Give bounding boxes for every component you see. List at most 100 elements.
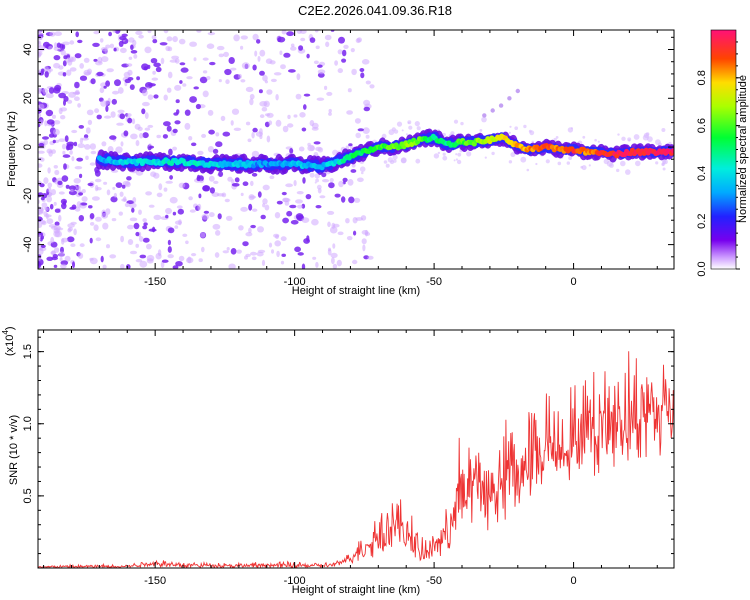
scatter-point bbox=[319, 195, 326, 199]
scatter-point bbox=[249, 93, 255, 100]
scatter-point bbox=[365, 134, 370, 139]
scatter-point bbox=[120, 235, 124, 243]
scatter-point bbox=[336, 259, 342, 267]
scatter-point bbox=[299, 112, 306, 118]
scatter-point bbox=[99, 87, 105, 94]
scatter-point bbox=[581, 165, 587, 171]
scatter-point bbox=[121, 198, 127, 202]
scatter-point bbox=[42, 193, 48, 199]
scatter-point bbox=[156, 134, 161, 139]
scatter-point bbox=[167, 246, 172, 253]
scatter-point bbox=[62, 41, 70, 46]
scatter-point bbox=[535, 162, 538, 166]
scatter-point bbox=[131, 118, 136, 125]
spectrogram-x-ticks: -150 -100 -50 0 bbox=[43, 30, 658, 288]
scatter-point bbox=[46, 218, 54, 225]
scatter-point bbox=[355, 132, 362, 139]
scatter-point bbox=[316, 97, 325, 101]
scatter-point bbox=[197, 150, 204, 156]
scatter-point bbox=[54, 169, 60, 176]
scatter-point bbox=[361, 171, 364, 175]
scatter-point bbox=[215, 230, 221, 236]
snr-panel: -150 -100 -50 0 0.5 1.0 1.5 Height of straigh… bbox=[1, 326, 675, 596]
scatter-point bbox=[285, 183, 293, 188]
scatter-point bbox=[315, 178, 319, 183]
scatter-point bbox=[316, 184, 322, 190]
scatter-point bbox=[309, 37, 316, 43]
scatter-point bbox=[351, 68, 357, 76]
scatter-point bbox=[282, 125, 289, 133]
scatter-point bbox=[212, 148, 219, 154]
scatter-point bbox=[207, 31, 216, 36]
scatter-point bbox=[207, 109, 214, 116]
scatter-point bbox=[293, 114, 298, 118]
scatter-point bbox=[59, 257, 63, 262]
scatter-point bbox=[153, 94, 159, 99]
scatter-point bbox=[363, 106, 370, 112]
scatter-point bbox=[508, 131, 511, 134]
scatter-point bbox=[328, 108, 332, 113]
scatter-point bbox=[201, 213, 210, 220]
scatter-point bbox=[324, 85, 328, 90]
scatter-point bbox=[621, 136, 626, 141]
scatter-point bbox=[152, 70, 156, 75]
scatter-point bbox=[129, 217, 138, 222]
scatter-point bbox=[208, 129, 215, 135]
scatter-point bbox=[289, 148, 294, 154]
scatter-point bbox=[172, 36, 178, 43]
scatter-point bbox=[149, 145, 154, 149]
scatter-point bbox=[362, 127, 370, 134]
scatter-point bbox=[360, 215, 367, 221]
scatter-point bbox=[213, 180, 219, 184]
scatter-point bbox=[38, 222, 43, 228]
scatter-point bbox=[616, 168, 620, 173]
scatter-point bbox=[58, 251, 65, 258]
scatter-point bbox=[64, 255, 71, 262]
scatter-point bbox=[620, 160, 626, 167]
scatter-point bbox=[214, 252, 220, 258]
scatter-point bbox=[189, 209, 196, 213]
scatter-point bbox=[60, 49, 66, 56]
scatter-point bbox=[138, 34, 144, 39]
scatter-point bbox=[405, 133, 408, 136]
scatter-point bbox=[396, 121, 403, 127]
scatter-point bbox=[102, 222, 109, 230]
scatter-point bbox=[520, 156, 527, 163]
scatter-point bbox=[262, 74, 268, 82]
scatter-point bbox=[118, 40, 124, 48]
y-tick-label: 20 bbox=[22, 92, 34, 104]
scatter-point bbox=[256, 39, 261, 44]
scatter-point bbox=[266, 135, 271, 143]
scatter-point bbox=[38, 45, 46, 52]
scatter-point bbox=[257, 226, 264, 233]
scatter-point bbox=[90, 222, 95, 226]
scatter-point bbox=[568, 156, 572, 161]
scatter-point bbox=[252, 208, 258, 212]
scatter-point bbox=[491, 151, 495, 156]
scatter-point bbox=[150, 58, 158, 64]
scatter-point bbox=[54, 84, 62, 92]
scatter-point bbox=[121, 184, 126, 189]
scatter-point bbox=[324, 34, 332, 41]
scatter-point bbox=[294, 246, 301, 253]
scatter-point bbox=[155, 66, 162, 73]
scatter-point bbox=[259, 70, 265, 76]
scatter-point bbox=[45, 109, 54, 117]
scatter-point bbox=[303, 104, 307, 110]
svg-text:(x104): (x104) bbox=[1, 326, 16, 356]
scatter-point bbox=[44, 71, 49, 78]
scatter-point bbox=[111, 218, 117, 222]
scatter-point bbox=[69, 67, 77, 72]
scatter-point bbox=[300, 37, 306, 42]
scatter-point bbox=[268, 120, 273, 126]
scatter-point bbox=[96, 114, 102, 120]
scatter-point bbox=[165, 214, 169, 219]
scatter-point bbox=[293, 180, 297, 187]
scatter-point bbox=[215, 132, 220, 137]
scatter-point bbox=[387, 157, 394, 163]
scatter-point bbox=[127, 117, 133, 124]
scatter-point bbox=[136, 76, 141, 81]
scatter-point bbox=[178, 255, 185, 262]
scatter-point bbox=[165, 180, 173, 184]
scatter-point bbox=[160, 261, 165, 268]
